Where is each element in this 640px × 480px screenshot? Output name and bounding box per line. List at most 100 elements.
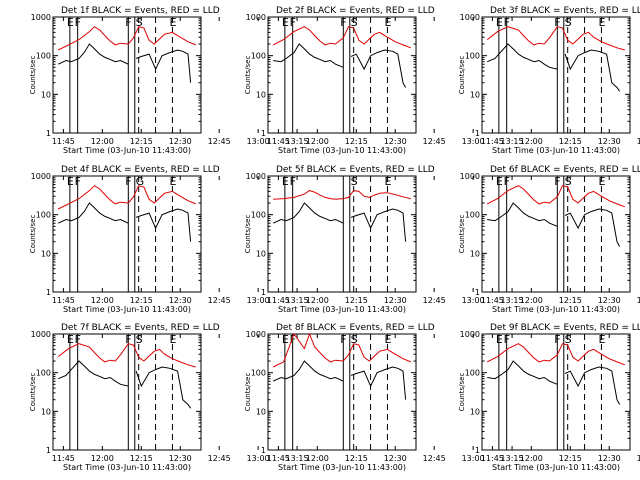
lld-series-line <box>486 26 625 51</box>
marker-label: E <box>496 333 503 346</box>
panel-title: Det 9f BLACK = Events, RED = LLD <box>490 323 640 333</box>
x-axis-label: Start Time (03-Jun-10 11:43:00) <box>492 463 620 472</box>
x-tick-label: 13:00 <box>462 137 485 146</box>
y-tick-label: 10 <box>41 249 51 258</box>
panel-title: Det 3f BLACK = Events, RED = LLD <box>490 6 640 16</box>
x-tick-label: 13:15 <box>501 454 524 463</box>
marker-label: F <box>554 16 560 29</box>
y-tick-label: 1000 <box>31 13 51 22</box>
y-tick-label: 1 <box>475 288 480 297</box>
marker-label: E <box>384 16 391 29</box>
x-tick-label: 12:45 <box>637 454 640 463</box>
x-axis-label: Start Time (03-Jun-10 11:43:00) <box>63 463 191 472</box>
marker-label: E <box>67 16 74 29</box>
events-series-line <box>487 360 558 385</box>
y-tick-label: 100 <box>465 52 480 61</box>
x-axis-label: Start Time (03-Jun-10 11:43:00) <box>278 463 406 472</box>
x-tick-label: 13:00 <box>462 454 485 463</box>
y-tick-label: 100 <box>251 211 266 220</box>
lld-series-line <box>486 185 625 208</box>
x-tick-label: 13:00 <box>247 137 270 146</box>
x-tick-label: 12:00 <box>520 296 543 305</box>
marker-label: F <box>504 333 510 346</box>
marker-label: S <box>565 16 572 29</box>
x-tick-label: 12:00 <box>520 454 543 463</box>
y-tick-label: 100 <box>465 369 480 378</box>
marker-label: F <box>75 16 81 29</box>
marker-label: F <box>125 175 131 188</box>
x-tick-label: 11:45 <box>267 137 290 146</box>
y-tick-label: 1 <box>46 446 51 455</box>
plot-frame <box>52 16 202 134</box>
y-tick-label: 1 <box>46 129 51 138</box>
y-tick-label: 100 <box>36 211 51 220</box>
x-tick-label: 12:15 <box>130 296 153 305</box>
detector-panel: Det 9f BLACK = Events, RED = LLD 1 10 100 10… <box>458 323 640 472</box>
plot-frame <box>52 333 202 451</box>
marker-label: S <box>136 16 143 29</box>
marker-label: F <box>554 175 560 188</box>
lld-series-line <box>486 343 625 366</box>
x-tick-label: 12:15 <box>559 296 582 305</box>
detector-panel: Det 2f BLACK = Events, RED = LLD 1 10 100 10… <box>244 6 524 155</box>
x-tick-label: 12:00 <box>91 454 114 463</box>
marker-label: E <box>496 16 503 29</box>
marker-label: E <box>67 333 74 346</box>
x-tick-label: 12:30 <box>384 454 407 463</box>
x-tick-label: 12:15 <box>345 137 368 146</box>
x-tick-label: 11:45 <box>481 137 504 146</box>
y-tick-label: 10 <box>256 90 266 99</box>
marker-label: S <box>565 333 572 346</box>
x-axis-label: Start Time (03-Jun-10 11:43:00) <box>278 146 406 155</box>
x-tick-label: 12:15 <box>130 137 153 146</box>
x-tick-label: 12:30 <box>169 137 192 146</box>
plot-frame <box>267 333 417 451</box>
x-tick-label: 13:15 <box>286 454 309 463</box>
plot-frame <box>52 175 202 293</box>
x-tick-label: 12:30 <box>598 296 621 305</box>
x-tick-label: 13:00 <box>247 296 270 305</box>
marker-label: F <box>504 16 510 29</box>
marker-label: F <box>340 333 346 346</box>
marker-label: F <box>290 333 296 346</box>
y-tick-label: 1000 <box>31 172 51 181</box>
marker-label: S <box>136 333 143 346</box>
x-axis-label: Start Time (03-Jun-10 11:43:00) <box>492 305 620 314</box>
y-axis-label: Counts/sec <box>29 373 37 412</box>
events-series-line <box>135 49 192 83</box>
events-series-line <box>58 360 129 387</box>
detector-panel: Det 4f BLACK = Events, RED = LLD 1 10 100 10… <box>29 165 309 314</box>
events-series-line <box>487 43 558 70</box>
panel-title: Det 4f BLACK = Events, RED = LLD <box>61 165 220 175</box>
detector-panel: Det 7f BLACK = Events, RED = LLD 1 10 100 10… <box>29 323 309 472</box>
events-series-line <box>350 208 407 242</box>
x-tick-label: 12:45 <box>637 137 640 146</box>
marker-label: E <box>282 16 289 29</box>
events-series-line <box>564 49 621 92</box>
x-tick-label: 13:15 <box>501 296 524 305</box>
x-tick-label: 12:45 <box>423 296 446 305</box>
x-tick-label: 13:15 <box>286 137 309 146</box>
marker-label: E <box>169 175 176 188</box>
y-tick-label: 10 <box>256 407 266 416</box>
events-series-line <box>564 208 621 247</box>
x-tick-label: 12:00 <box>91 137 114 146</box>
y-axis-label: Counts/sec <box>458 373 466 412</box>
x-tick-label: 12:30 <box>384 296 407 305</box>
detector-panel: Det 1f BLACK = Events, RED = LLD 1 10 100 10… <box>29 6 309 155</box>
x-axis-label: Start Time (03-Jun-10 11:43:00) <box>63 146 191 155</box>
events-series-line <box>135 208 192 242</box>
y-axis-label: Counts/sec <box>458 56 466 95</box>
marker-label: F <box>75 175 81 188</box>
detector-panel: Det 6f BLACK = Events, RED = LLD 1 10 100 10… <box>458 165 640 314</box>
y-tick-label: 1000 <box>246 330 266 339</box>
lld-series-line <box>57 185 196 210</box>
y-axis-label: Counts/sec <box>458 215 466 254</box>
plot-frame <box>481 333 631 451</box>
y-axis-label: Counts/sec <box>244 56 252 95</box>
lld-series-line <box>272 332 411 368</box>
panel-title: Det 2f BLACK = Events, RED = LLD <box>276 6 435 16</box>
detector-panel: Det 8f BLACK = Events, RED = LLD 1 10 100 10… <box>244 323 524 472</box>
lld-series-line <box>57 26 196 51</box>
x-tick-label: 12:15 <box>345 296 368 305</box>
